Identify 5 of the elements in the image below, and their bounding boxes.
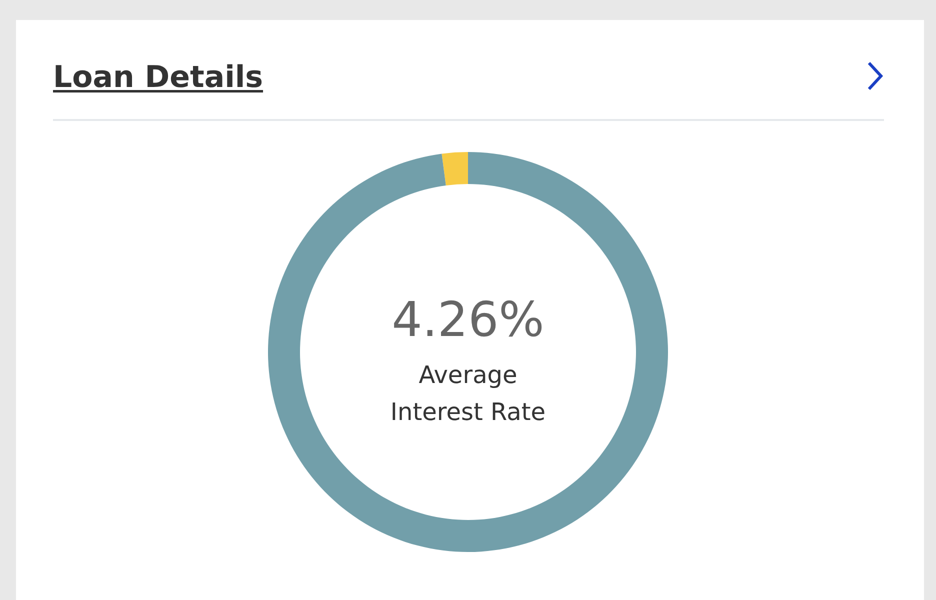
donut-slice	[268, 152, 668, 552]
donut-slice	[442, 152, 468, 186]
text: Average Interest Rate	[390, 361, 546, 426]
chart-title: Loan Details	[53, 60, 264, 95]
text: 4.26%	[392, 292, 544, 348]
